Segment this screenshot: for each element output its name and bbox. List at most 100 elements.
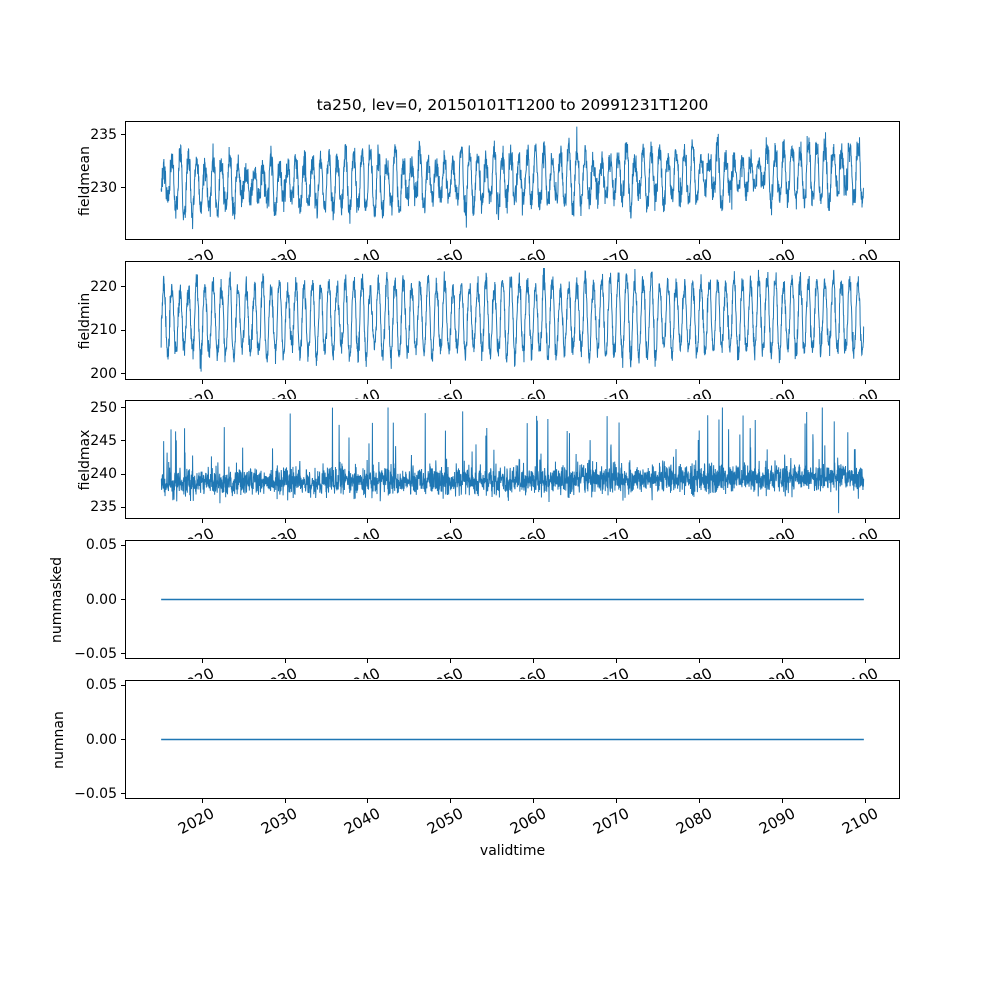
x-tick-label: 2020: [175, 664, 217, 679]
x-tick-mark: [533, 519, 535, 523]
x-tick-mark: [864, 380, 866, 384]
y-tick-mark: [121, 407, 125, 409]
x-tick-label: 2050: [424, 524, 466, 539]
x-tick-mark: [864, 519, 866, 523]
y-tick-label: 250: [90, 399, 117, 416]
line-series-fieldmin: [160, 267, 865, 372]
x-tick-labels-clipped: 2020 2030 2040 2050 2060 2070 2080 2090 2100: [0, 660, 1000, 679]
x-tick-label: 2080: [673, 524, 715, 539]
plot-frame: [125, 540, 900, 659]
series-line: [160, 407, 865, 514]
x-tick-label: 2080: [673, 664, 715, 679]
x-tick-mark: [284, 799, 286, 803]
x-tick-label: 2050: [424, 804, 467, 838]
x-tick-mark: [284, 659, 286, 663]
series-line: [160, 126, 865, 230]
x-tick-labels-clipped: 2020 2030 2040 2050 2060 2070 2080 2090 2100: [0, 381, 1000, 399]
x-tick-label: 2100: [839, 385, 881, 399]
x-tick-label: 2040: [341, 664, 383, 679]
x-tick-label: 2080: [673, 385, 715, 399]
x-tick-label: 2040: [341, 385, 383, 399]
x-tick-mark: [781, 799, 783, 803]
line-series-fieldmax: [160, 407, 865, 514]
y-tick-mark: [121, 506, 125, 508]
x-tick-label: 2050: [424, 245, 466, 260]
line-series-nummasked: [161, 598, 864, 601]
x-tick-mark: [533, 240, 535, 244]
x-tick-mark: [201, 240, 203, 244]
x-tick-mark: [284, 240, 286, 244]
y-tick-mark: [121, 684, 125, 686]
y-tick-label: −0.05: [74, 645, 117, 662]
x-tick-mark: [698, 380, 700, 384]
x-tick-label: 2090: [756, 664, 798, 679]
x-tick-mark: [367, 380, 369, 384]
x-tick-label: 2070: [590, 664, 632, 679]
y-tick-label: 230: [90, 179, 117, 196]
x-tick-mark: [284, 380, 286, 384]
plot-frame: [125, 121, 900, 240]
y-tick-label: 0.05: [85, 537, 117, 554]
x-tick-mark: [698, 799, 700, 803]
subplot-fieldmax: fieldmax 235 240 245 250: [0, 399, 1000, 523]
x-tick-mark: [201, 799, 203, 803]
x-tick-mark: [201, 519, 203, 523]
chart-title: ta250, lev=0, 20150101T1200 to 20991231T…: [316, 96, 709, 114]
x-tick-label: 2080: [672, 804, 715, 838]
x-tick-label: 2020: [175, 245, 217, 260]
y-tick-label: 235: [90, 499, 117, 516]
x-tick-label: 2030: [258, 385, 300, 399]
x-tick-label: 2020: [175, 524, 217, 539]
y-tick-label: 235: [90, 126, 117, 143]
x-tick-label: 2020: [175, 804, 218, 838]
y-tick-mark: [121, 599, 125, 600]
x-tick-mark: [698, 240, 700, 244]
x-tick-mark: [781, 659, 783, 663]
x-tick-label: 2060: [507, 524, 549, 539]
x-tick-mark: [616, 799, 618, 803]
x-tick-mark: [698, 519, 700, 523]
subplot-nummasked: nummasked −0.05 0.00 0.05: [0, 537, 1000, 663]
x-tick-mark: [533, 659, 535, 663]
x-tick-mark: [864, 659, 866, 663]
y-tick-mark: [121, 653, 125, 655]
x-tick-label: 2100: [838, 804, 881, 838]
x-tick-mark: [450, 659, 452, 663]
y-tick-label: 220: [90, 278, 117, 295]
y-tick-mark: [121, 544, 125, 546]
x-tick-mark: [284, 519, 286, 523]
x-tick-label: 2070: [590, 245, 632, 260]
x-tick-label: 2100: [839, 245, 881, 260]
x-tick-mark: [367, 519, 369, 523]
x-tick-label: 2100: [839, 524, 881, 539]
x-tick-mark: [864, 240, 866, 244]
x-tick-label: 2090: [756, 524, 798, 539]
x-tick-mark: [781, 519, 783, 523]
line-series-numnan: [161, 738, 864, 741]
x-tick-mark: [367, 659, 369, 663]
x-tick-label: 2080: [673, 245, 715, 260]
x-tick-label: 2070: [589, 804, 633, 838]
x-tick-label: 2070: [590, 385, 632, 399]
x-tick-mark: [201, 380, 203, 384]
x-tick-label: 2030: [258, 245, 300, 260]
x-tick-mark: [781, 380, 783, 384]
y-tick-mark: [121, 793, 125, 795]
x-tick-mark: [864, 799, 866, 803]
x-tick-mark: [450, 799, 452, 803]
x-tick-mark: [616, 380, 618, 384]
y-tick-mark: [121, 473, 125, 475]
y-tick-label: 245: [90, 432, 117, 449]
y-tick-mark: [121, 373, 125, 375]
y-tick-mark: [121, 286, 125, 288]
x-tick-label: 2030: [258, 804, 301, 838]
x-tick-label: 2040: [341, 524, 383, 539]
x-tick-label: 2060: [507, 804, 550, 838]
x-tick-label: 2100: [839, 664, 881, 679]
line-series-fieldmean: [160, 126, 865, 230]
x-tick-mark: [616, 519, 618, 523]
plot-frame: [125, 400, 900, 519]
y-tick-mark: [121, 187, 125, 189]
subplot-fieldmean: fieldmean 230 235: [0, 121, 1000, 244]
